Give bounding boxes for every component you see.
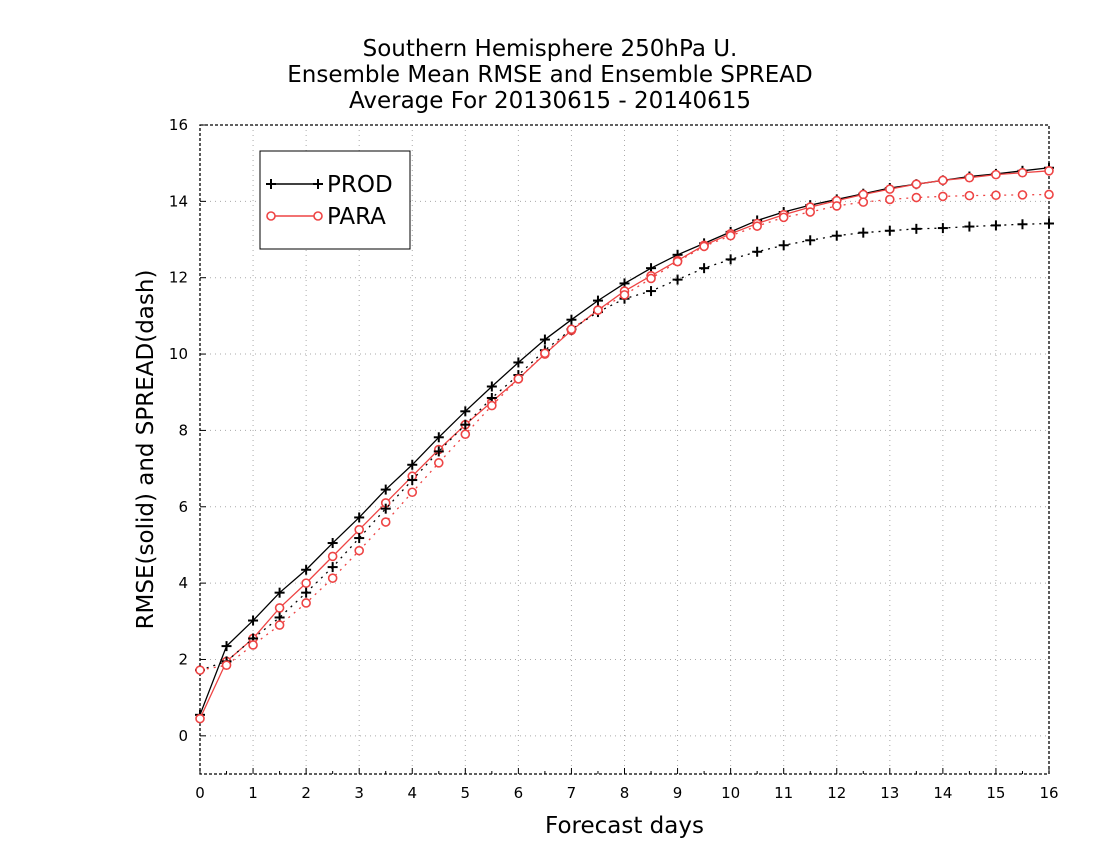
x-tick-label: 5 xyxy=(461,784,471,802)
circle-marker xyxy=(911,179,922,189)
circle-marker xyxy=(460,429,471,440)
circle-marker xyxy=(938,191,948,202)
x-tick-label: 15 xyxy=(986,784,1005,802)
circle-marker xyxy=(407,487,418,498)
circle-marker xyxy=(1017,190,1028,200)
x-tick-label: 7 xyxy=(567,784,577,802)
circle-marker xyxy=(1044,189,1054,200)
circle-marker xyxy=(593,305,603,315)
legend-item-para: PARA xyxy=(266,204,386,230)
chart-title-line-1: Southern Hemisphere 250hPa U. xyxy=(362,36,738,62)
circle-marker xyxy=(778,212,789,223)
y-tick-label: 6 xyxy=(178,498,188,516)
x-tick-label: 1 xyxy=(248,784,258,802)
circle-marker xyxy=(964,190,975,201)
circle-marker xyxy=(380,517,391,527)
circle-marker xyxy=(646,273,656,284)
circle-marker xyxy=(1044,166,1054,176)
x-tick-label: 13 xyxy=(880,784,899,802)
circle-marker xyxy=(274,620,285,630)
circle-marker xyxy=(911,192,922,203)
circle-marker xyxy=(858,189,869,200)
circle-marker xyxy=(938,175,948,186)
circle-marker xyxy=(195,713,205,724)
y-tick-label: 10 xyxy=(169,345,188,363)
y-tick-label: 4 xyxy=(178,574,188,592)
series-line xyxy=(199,167,1050,716)
circle-marker xyxy=(313,211,323,221)
circle-marker xyxy=(195,665,205,675)
circle-marker xyxy=(327,551,338,562)
series-para-spread xyxy=(195,189,1054,675)
circle-marker xyxy=(327,573,338,583)
legend: PROD PARA xyxy=(259,150,411,250)
x-tick-label: 2 xyxy=(301,784,311,802)
legend-label: PROD xyxy=(327,172,393,198)
x-tick-label: 11 xyxy=(774,784,793,802)
circle-marker xyxy=(831,201,842,211)
circle-marker xyxy=(752,221,762,231)
circle-marker xyxy=(274,603,285,613)
legend-box xyxy=(259,150,411,250)
x-axis-title: Forecast days xyxy=(545,813,704,839)
x-tick-label: 10 xyxy=(721,784,740,802)
series-group xyxy=(195,162,1054,724)
y-tick-label: 12 xyxy=(169,269,188,287)
x-tick-label: 0 xyxy=(195,784,205,802)
x-tick-label: 4 xyxy=(407,784,417,802)
chart-title-line-2: Ensemble Mean RMSE and Ensemble SPREAD xyxy=(287,62,813,88)
x-tick-label: 16 xyxy=(1039,784,1058,802)
x-tick-label: 6 xyxy=(514,784,524,802)
y-tick-label: 2 xyxy=(178,650,188,668)
circle-marker xyxy=(1017,167,1028,178)
circle-marker xyxy=(885,184,895,194)
y-tick-label: 0 xyxy=(178,727,188,745)
circle-marker xyxy=(248,640,258,650)
circle-marker xyxy=(725,230,736,241)
circle-marker xyxy=(540,348,550,359)
circle-marker xyxy=(619,290,630,300)
legend-item-prod: PROD xyxy=(266,172,393,198)
y-axis-title: RMSE(solid) and SPREAD(dash) xyxy=(133,270,159,630)
circle-marker xyxy=(858,197,869,207)
series-line xyxy=(199,193,1050,671)
legend-label: PARA xyxy=(327,204,386,230)
circle-marker xyxy=(991,190,1001,201)
series-line xyxy=(199,170,1050,719)
chart-title-line-3: Average For 20130615 - 20140615 xyxy=(348,88,752,114)
circle-marker xyxy=(354,524,364,535)
circle-marker xyxy=(699,241,709,252)
x-tick-label: 3 xyxy=(354,784,364,802)
y-tick-label: 8 xyxy=(178,421,188,439)
circle-marker xyxy=(354,545,364,556)
circle-marker xyxy=(964,172,975,183)
circle-marker xyxy=(805,207,816,217)
x-tick-label: 12 xyxy=(827,784,846,802)
circle-marker xyxy=(433,458,444,468)
circle-marker xyxy=(885,194,895,205)
y-tick-label: 16 xyxy=(169,116,188,134)
circle-marker xyxy=(991,169,1001,180)
grid xyxy=(200,125,1049,774)
circle-marker xyxy=(301,598,311,608)
circle-marker xyxy=(672,256,683,267)
circle-marker xyxy=(513,374,524,384)
y-tick-label: 14 xyxy=(169,192,188,210)
x-tick-label: 9 xyxy=(673,784,683,802)
circle-marker xyxy=(266,211,276,221)
x-tick-label: 14 xyxy=(933,784,952,802)
x-tick-label: 8 xyxy=(620,784,630,802)
circle-marker xyxy=(487,400,497,411)
circle-marker xyxy=(566,324,577,335)
circle-marker xyxy=(301,578,311,588)
circle-marker xyxy=(221,660,232,670)
